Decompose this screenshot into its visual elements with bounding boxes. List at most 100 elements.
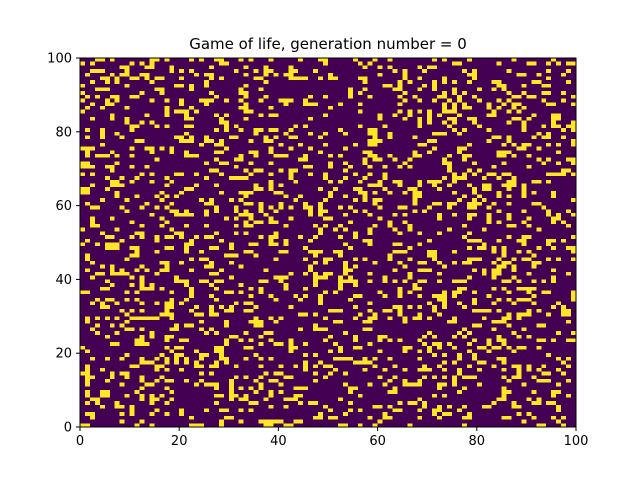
x-tick-label: 20 <box>171 434 188 449</box>
alive-cells-row <box>124 312 572 317</box>
alive-cells-row <box>124 353 552 357</box>
alive-cells-row <box>119 308 572 313</box>
alive-cells-row <box>84 367 562 372</box>
alive-cells-row <box>109 179 552 184</box>
y-tick-label: 20 <box>55 347 72 362</box>
alive-cells-row <box>134 338 576 343</box>
alive-cells-row <box>84 319 572 324</box>
alive-cells-row <box>114 194 557 199</box>
alive-cells-row <box>84 105 527 110</box>
alive-cells-row <box>84 382 562 387</box>
alive-cells-row <box>84 153 532 158</box>
alive-cells-row <box>99 131 552 136</box>
alive-cells-row <box>99 404 562 409</box>
alive-cells-row <box>84 253 537 258</box>
alive-cells-row <box>80 98 567 103</box>
alive-cells-row <box>80 172 576 177</box>
alive-cells-row <box>99 286 537 291</box>
alive-cells-row <box>99 198 576 202</box>
alive-cells-row <box>89 356 572 361</box>
alive-cells-row <box>89 224 572 228</box>
alive-cells-row <box>80 227 542 232</box>
y-tick-label: 80 <box>55 125 72 140</box>
alive-cells-row <box>109 342 507 346</box>
alive-cells-row <box>89 69 572 73</box>
alive-cells-row <box>104 176 517 180</box>
alive-cells-row <box>84 94 577 99</box>
alive-cells-row <box>84 375 537 380</box>
alive-cells-row <box>80 345 542 350</box>
y-tick-label: 0 <box>64 421 72 436</box>
alive-cells-row <box>149 212 576 217</box>
alive-cells-row <box>99 231 472 236</box>
alive-cells-row <box>99 142 576 147</box>
alive-cells-row <box>94 272 572 276</box>
alive-cells-row <box>84 412 532 416</box>
alive-cells-row <box>89 102 577 106</box>
alive-cells-row <box>80 109 522 114</box>
alive-cells-row <box>104 334 532 339</box>
alive-cells-row <box>84 364 572 368</box>
alive-cells-row <box>80 91 567 95</box>
alive-cells-row <box>104 235 577 239</box>
y-tick-label: 100 <box>47 52 72 67</box>
alive-cells-row <box>84 128 577 132</box>
x-axis: 0 20 40 60 80 100 <box>76 427 589 449</box>
y-tick-label: 40 <box>55 273 72 288</box>
alive-cells-row <box>139 360 567 365</box>
alive-cells-row <box>109 283 418 287</box>
alive-cells-row <box>80 371 567 376</box>
alive-cells-row <box>80 423 567 427</box>
alive-cells-row <box>84 316 522 320</box>
alive-cells-row <box>84 349 517 354</box>
alive-cells-row <box>89 183 527 188</box>
alive-cells-row <box>80 146 542 151</box>
alive-cells-row <box>84 72 567 77</box>
alive-cells-row <box>84 201 542 206</box>
alive-cells-row <box>80 165 532 169</box>
x-tick-label: 60 <box>369 434 386 449</box>
alive-cells-row <box>104 279 557 284</box>
alive-cells-row <box>89 415 567 420</box>
alive-cells-row <box>89 205 547 210</box>
alive-cells-row <box>94 323 547 328</box>
alive-cells-row <box>109 168 572 173</box>
x-tick-label: 0 <box>76 434 84 449</box>
alive-cells-row <box>89 216 562 221</box>
alive-cells-row <box>124 209 572 213</box>
alive-cells-row <box>134 139 576 143</box>
x-tick-label: 100 <box>564 434 589 449</box>
alive-cells-row <box>89 117 562 121</box>
alive-cells-row <box>99 76 552 81</box>
life-grid <box>80 58 577 427</box>
alive-cells-row <box>94 58 557 62</box>
alive-cells-row <box>89 275 557 280</box>
alive-cells-row <box>99 264 537 269</box>
alive-cells-row <box>134 249 576 254</box>
alive-cells-row <box>94 331 576 335</box>
alive-cells-row <box>84 257 577 261</box>
alive-cells-row <box>84 238 567 243</box>
y-axis: 0 20 40 60 80 100 <box>47 52 80 436</box>
alive-cells-row <box>89 260 542 265</box>
alive-cells-row <box>80 161 576 166</box>
alive-cells-row <box>89 301 562 306</box>
x-tick-label: 80 <box>469 434 486 449</box>
alive-cells-row <box>80 83 552 88</box>
alive-cells-row <box>80 61 576 66</box>
alive-cells-row <box>94 297 576 302</box>
y-tick-label: 60 <box>55 199 72 214</box>
x-tick-label: 40 <box>270 434 287 449</box>
axes-frame <box>79 57 577 428</box>
alive-cells-row <box>89 327 527 332</box>
alive-cells-row <box>80 187 527 191</box>
alive-cells-row <box>80 290 576 295</box>
alive-cells-row <box>119 65 438 70</box>
alive-cells-row <box>84 135 567 140</box>
alive-cells-row <box>139 386 507 391</box>
alive-cells-row <box>104 246 577 250</box>
alive-cells-row <box>154 157 576 162</box>
plot-title: Game of life, generation number = 0 <box>189 35 467 53</box>
